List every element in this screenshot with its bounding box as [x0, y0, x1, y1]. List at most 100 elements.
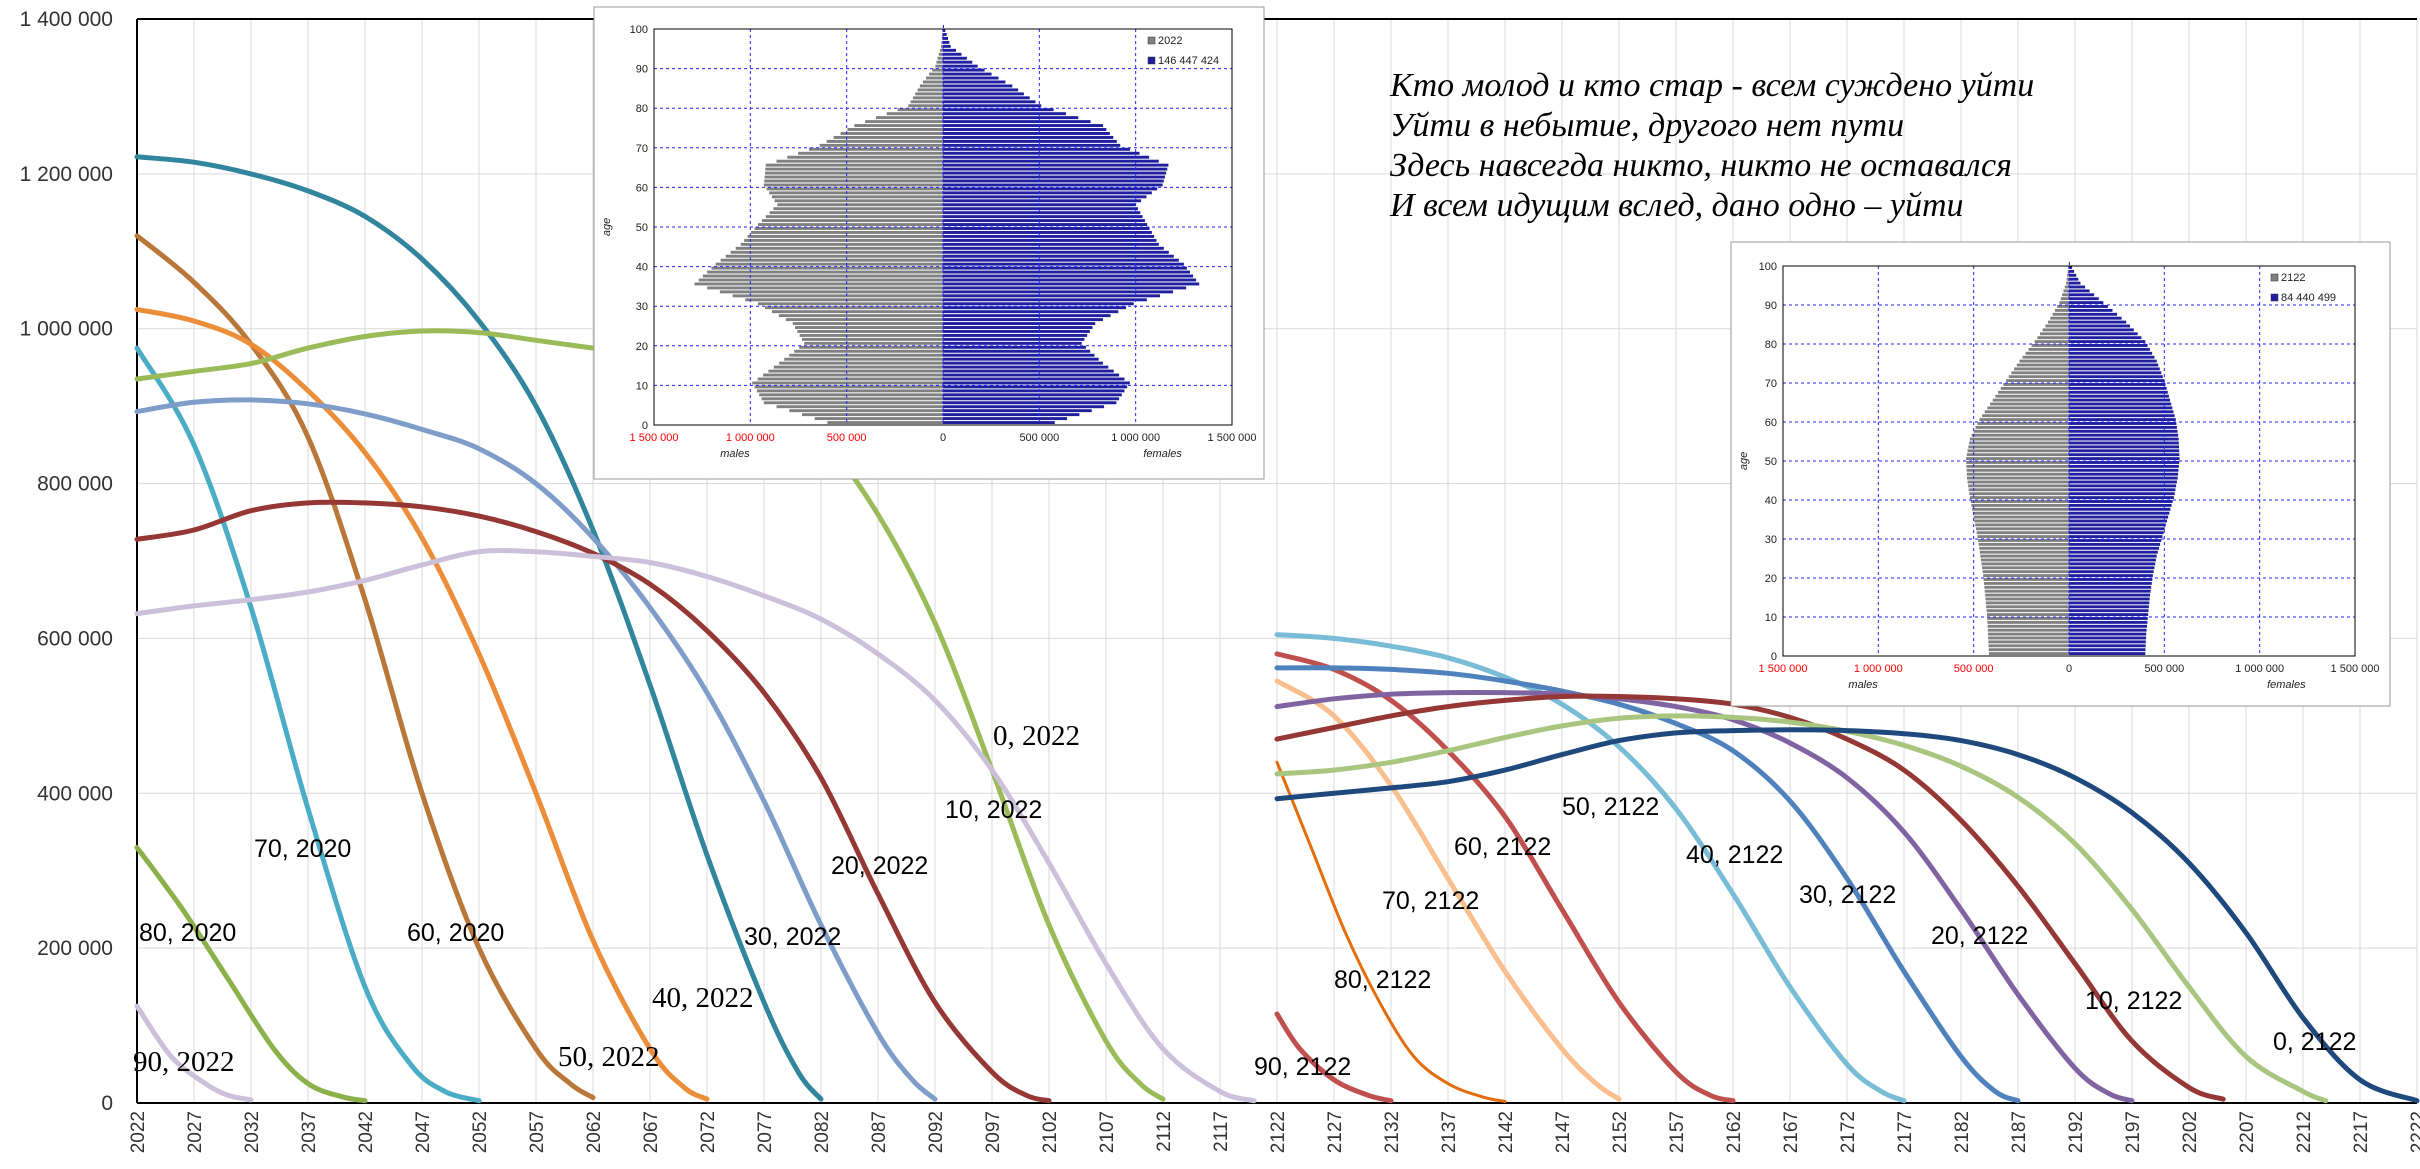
- y-tick-label: 600 000: [37, 627, 113, 650]
- male-bar: [769, 211, 943, 215]
- female-bar: [943, 167, 1168, 171]
- female-bar: [2069, 640, 2146, 644]
- female-bar: [943, 80, 1006, 84]
- male-bar: [776, 405, 943, 409]
- male-bar: [1973, 429, 2069, 433]
- male-bar: [1986, 605, 2069, 609]
- series-line: [1274, 693, 2226, 1102]
- pyramid-y-tick: 80: [1765, 339, 1777, 351]
- male-bar: [2031, 344, 2069, 347]
- female-bar: [943, 64, 978, 68]
- male-bar: [795, 326, 943, 329]
- female-bar: [943, 219, 1145, 223]
- male-bar: [917, 88, 943, 92]
- female-bar: [2069, 464, 2179, 468]
- male-bar: [751, 230, 943, 234]
- female-bar: [943, 341, 1082, 345]
- male-bar: [1975, 527, 2069, 531]
- female-bar: [2069, 523, 2166, 527]
- curve-label: 10, 2122: [2085, 987, 2182, 1015]
- female-bar: [2069, 597, 2150, 601]
- male-bar: [756, 389, 943, 393]
- pyramid-y-tick: 10: [1765, 612, 1777, 624]
- female-bar: [2069, 394, 2169, 398]
- male-bar: [2045, 324, 2069, 328]
- male-bar: [1966, 476, 2069, 480]
- pyramid-2022: 0 10 20 30 40 50 60 70 80 90 100 1 500 000 1 000 000…: [593, 6, 1265, 480]
- male-bar: [763, 373, 943, 377]
- x-tick-label: 2092: [926, 1111, 947, 1153]
- male-bar: [1979, 546, 2069, 550]
- male-bar: [754, 227, 943, 230]
- female-bar: [2069, 273, 2077, 277]
- female-bar: [2069, 632, 2147, 636]
- female-bar: [943, 286, 1187, 290]
- female-bar: [2069, 570, 2154, 574]
- series-line: [1274, 651, 1736, 1104]
- female-bar: [2069, 453, 2180, 457]
- curve-label: 50, 2122: [1562, 793, 1659, 821]
- legend-swatch: [1147, 56, 1156, 65]
- female-bar: [2069, 527, 2165, 531]
- male-bar: [1979, 418, 2069, 422]
- y-tick-label: 200 000: [37, 937, 113, 960]
- x-tick-label: 2207: [2237, 1111, 2258, 1153]
- male-bar: [1975, 425, 2069, 429]
- female-bar: [2069, 585, 2152, 589]
- pyramid-y-tick: 70: [636, 143, 648, 155]
- curve-label: 70, 2020: [254, 835, 351, 863]
- female-bar: [2069, 601, 2150, 605]
- male-bar: [1966, 472, 2069, 476]
- male-bar: [715, 262, 943, 266]
- male-bar: [2008, 375, 2069, 379]
- series-line: [134, 845, 368, 1104]
- male-bar: [789, 409, 943, 413]
- female-bar: [943, 163, 1169, 167]
- female-bar: [943, 29, 946, 32]
- curve-label: 0, 2022: [993, 720, 1080, 752]
- male-bar: [764, 175, 943, 179]
- female-bar: [943, 191, 1152, 195]
- pyramid-x-tick: 0: [940, 432, 946, 444]
- pyramid-x-tick: 500 000: [2144, 663, 2184, 675]
- male-bar: [794, 349, 943, 353]
- male-bar: [1976, 531, 2069, 535]
- curve-label: 60, 2122: [1454, 833, 1551, 861]
- female-bar: [2069, 457, 2180, 461]
- x-tick-label: 2112: [1154, 1111, 1175, 1152]
- female-bar: [943, 242, 1159, 246]
- x-tick-label: 2072: [698, 1111, 719, 1153]
- female-bar: [2069, 558, 2156, 562]
- male-bar: [761, 219, 943, 223]
- male-bar: [774, 199, 943, 203]
- male-bar: [759, 393, 943, 397]
- female-bar: [943, 306, 1127, 310]
- male-bar: [730, 250, 943, 254]
- female-bar: [2069, 531, 2164, 535]
- male-bar: [932, 68, 943, 72]
- female-bar: [2069, 332, 2138, 336]
- female-bar: [943, 207, 1138, 211]
- curve-label: 30, 2022: [744, 923, 841, 951]
- male-bar: [819, 143, 943, 147]
- male-bar: [1985, 601, 2069, 605]
- female-bar: [943, 389, 1125, 393]
- male-bar: [1984, 585, 2069, 589]
- male-bar: [766, 187, 943, 191]
- female-bar: [943, 25, 944, 29]
- female-bar: [2069, 652, 2146, 656]
- female-bar: [2069, 425, 2177, 429]
- female-bar: [943, 151, 1140, 155]
- female-bar: [2069, 383, 2166, 386]
- curve-label: 10, 2022: [945, 796, 1042, 824]
- female-bar: [943, 333, 1088, 337]
- x-tick-label: 2197: [2123, 1111, 2144, 1153]
- male-bar: [773, 207, 943, 211]
- female-bar: [2069, 617, 2148, 620]
- pyramid-plot-border: [1782, 265, 2356, 657]
- curve-label: 80, 2122: [1334, 966, 1431, 994]
- male-bar: [1987, 632, 2069, 636]
- male-bar: [1987, 613, 2069, 617]
- male-bar: [2016, 363, 2069, 367]
- male-bar: [2067, 269, 2069, 273]
